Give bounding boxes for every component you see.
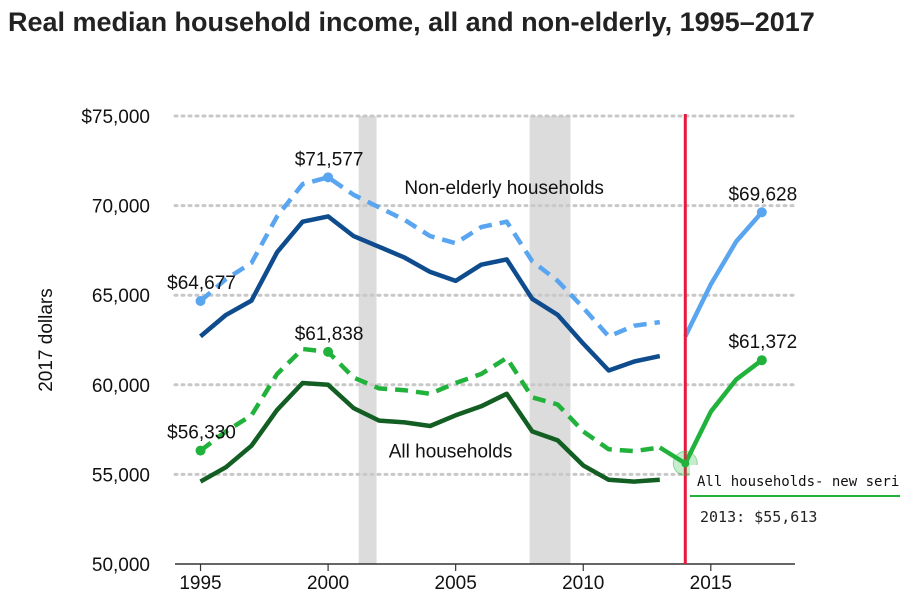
data-label: $61,838: [295, 324, 364, 345]
series-line-nonelderly_old: [199, 175, 661, 339]
y-tick-label: 65,000: [92, 286, 150, 307]
hover-point: [681, 459, 690, 468]
series-line-all_solid: [199, 380, 660, 484]
data-point: [195, 445, 206, 456]
tooltip-divider: [690, 495, 900, 497]
tooltip-title: All households- new series: [697, 474, 900, 490]
y-tick-label: 55,000: [92, 465, 150, 486]
x-tick-label: 1995: [179, 573, 221, 594]
y-tick-label: 70,000: [92, 197, 150, 218]
x-tick-label: 2005: [435, 573, 477, 594]
series-line-nonelderly_solid: [199, 214, 661, 373]
tooltip-value: 2013: $55,613: [700, 508, 818, 526]
data-label: $69,628: [728, 184, 797, 205]
y-tick-label: 60,000: [92, 376, 150, 397]
y-tick-label: $75,000: [81, 107, 150, 128]
data-point: [756, 355, 767, 366]
data-label: $71,577: [295, 149, 364, 170]
hover-tooltip: All households- new series 2013: $55,613: [690, 465, 900, 533]
series-label: Non-elderly households: [404, 178, 604, 199]
series-line-nonelderly_new: [683, 210, 764, 338]
recession-band-1: [529, 116, 571, 564]
data-label: $64,677: [167, 273, 236, 294]
chart-title: Real median household income, all and no…: [8, 7, 815, 37]
series-line-all_old: [199, 346, 661, 454]
recession-band-0: [358, 116, 377, 564]
data-point: [195, 295, 206, 306]
x-tick-label: 2010: [562, 573, 604, 594]
data-label: $61,372: [728, 332, 797, 353]
data-point: [323, 172, 334, 183]
data-label: $56,330: [167, 423, 236, 444]
series-label: All households: [389, 441, 513, 462]
x-tick-label: 2015: [690, 573, 732, 594]
data-point: [756, 207, 767, 218]
x-tick-label: 2000: [307, 573, 349, 594]
series-line-all_new: [683, 358, 764, 465]
data-point: [323, 346, 334, 357]
y-axis-title: 2017 dollars: [36, 288, 57, 392]
y-tick-label: 50,000: [92, 555, 150, 576]
series-connector-line: [658, 445, 687, 466]
